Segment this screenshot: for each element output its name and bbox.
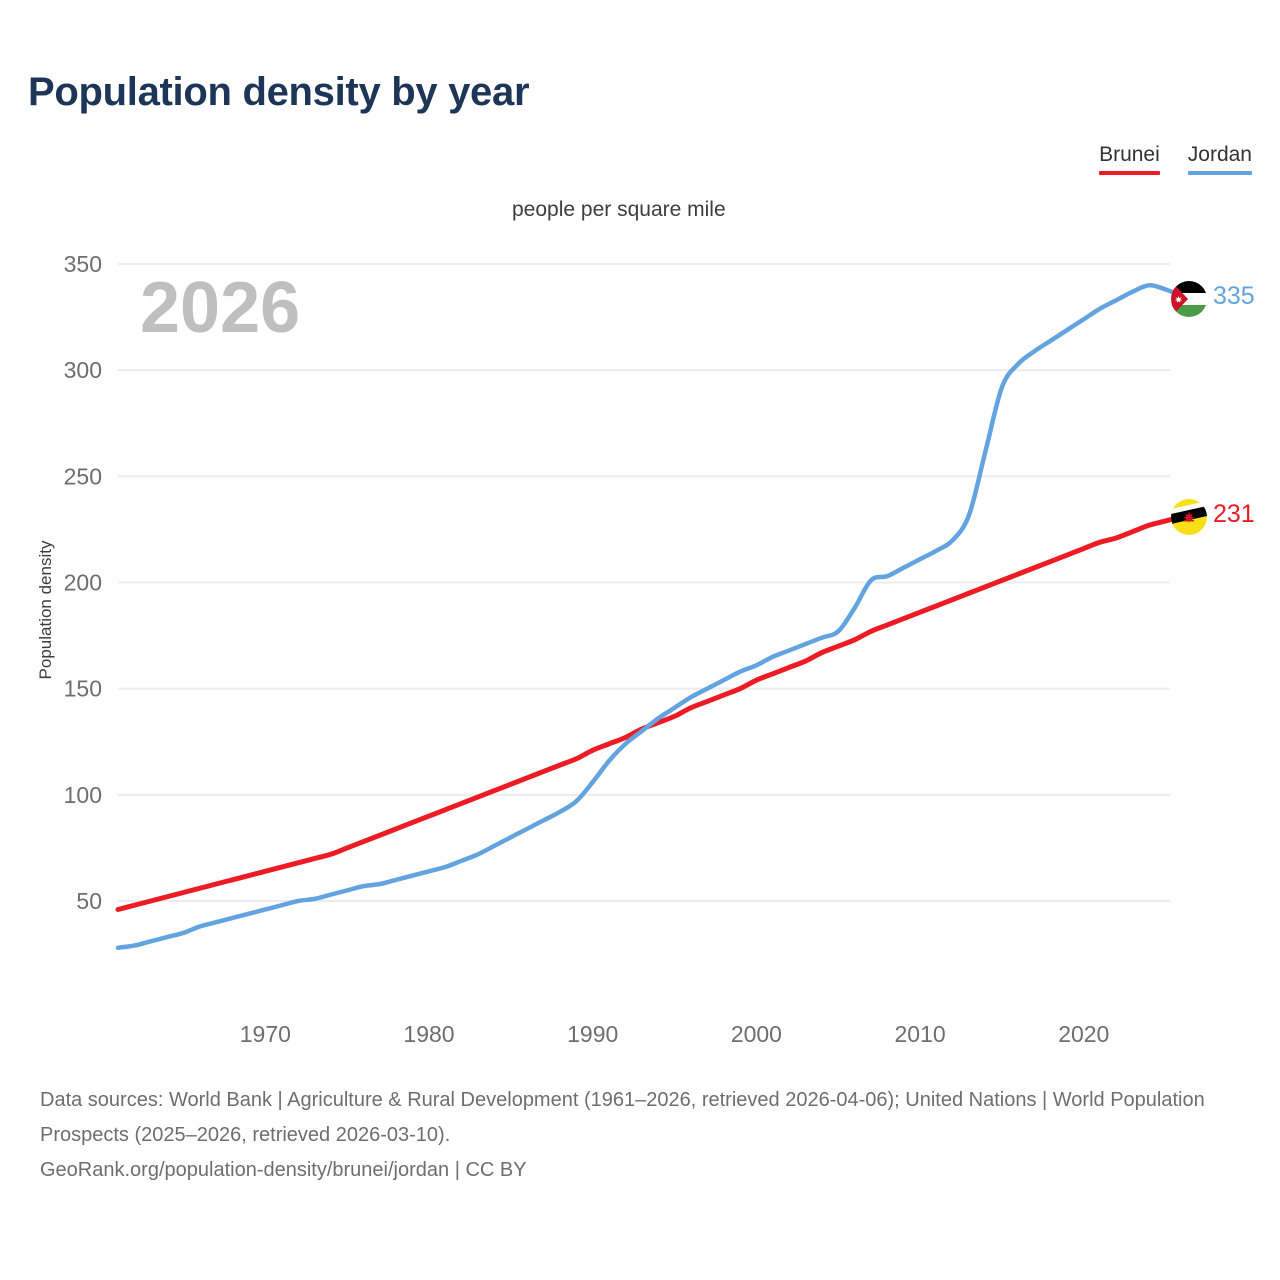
x-tick-label: 2000: [731, 1021, 782, 1047]
brunei-end-value: 231: [1213, 500, 1255, 528]
y-tick-label: 150: [64, 676, 102, 702]
y-tick-label: 350: [64, 251, 102, 277]
legend-item-brunei[interactable]: Brunei: [1099, 143, 1160, 175]
footer-attribution: GeoRank.org/population-density/brunei/jo…: [40, 1159, 527, 1181]
legend-color-swatch-brunei: [1099, 171, 1160, 175]
series-line-jordan: [115, 282, 1185, 950]
x-tick-label: 1990: [567, 1021, 618, 1047]
legend-color-swatch-jordan: [1187, 171, 1252, 175]
x-tick-label: 1970: [240, 1021, 291, 1047]
y-tick-label: 300: [64, 357, 102, 383]
footer-data-sources: Data sources: World Bank | Agriculture &…: [40, 1089, 1205, 1146]
legend-item-jordan[interactable]: Jordan: [1187, 143, 1252, 175]
legend-label-jordan: Jordan: [1187, 143, 1252, 166]
jordan-flag-icon: [1171, 281, 1207, 317]
page-title: Population density by year: [28, 70, 530, 114]
legend-label-brunei: Brunei: [1099, 143, 1160, 166]
chart-legend: Brunei Jordan: [1099, 143, 1252, 175]
y-tick-label: 200: [64, 570, 102, 596]
x-tick-label: 2010: [895, 1021, 946, 1047]
y-tick-label: 100: [64, 782, 102, 808]
chart-units-label: people per square mile: [512, 198, 726, 221]
year-watermark: 2026: [140, 268, 301, 348]
chart-footer: Data sources: World Bank | Agriculture &…: [40, 1083, 1255, 1188]
brunei-flag-icon: [1171, 499, 1207, 535]
y-tick-label: 250: [64, 463, 102, 489]
y-tick-label: 50: [76, 888, 102, 914]
x-tick-label: 1980: [403, 1021, 454, 1047]
jordan-end-value: 335: [1213, 282, 1255, 310]
series-line-brunei: [115, 514, 1185, 912]
x-tick-label: 2020: [1058, 1021, 1109, 1047]
